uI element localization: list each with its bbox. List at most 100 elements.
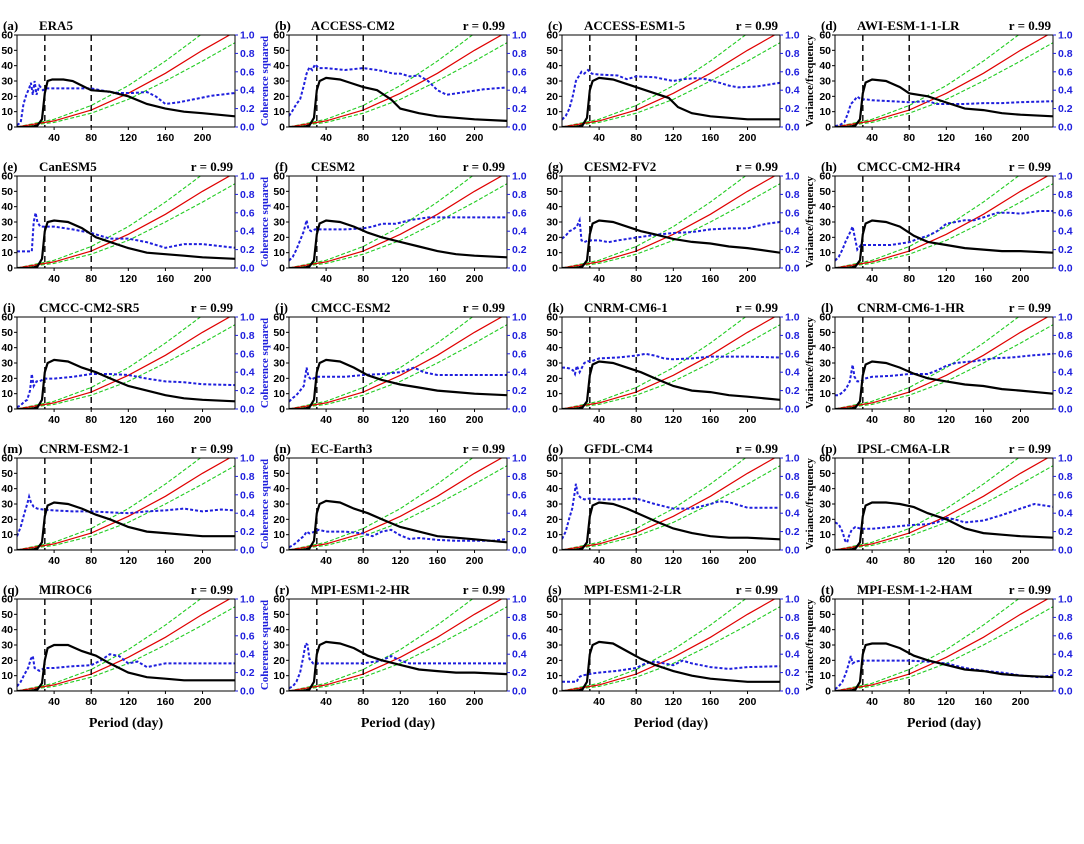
red-noise-line	[835, 599, 1049, 691]
panel-i: 0 10 20 30 40 50 60 0.0 0.2 0.4 0.6 0.8 1.0 40 80 120 16…	[1, 300, 271, 426]
red-noise-line	[562, 458, 776, 550]
y-left-tick-label: 40	[819, 483, 831, 495]
y-right-tick-label: 0.6	[512, 348, 527, 360]
upper-bound-line	[17, 176, 202, 268]
red-noise-line	[17, 317, 231, 409]
x-tick-label: 40	[48, 273, 60, 285]
upper-bound-line	[17, 599, 202, 691]
y-left-tick-label: 20	[819, 655, 831, 667]
red-noise-line	[17, 458, 231, 550]
y-left-tick-label: 50	[546, 327, 558, 339]
y-right-tick-label: 0.6	[512, 66, 527, 78]
y-left-tick-label: 40	[1, 624, 13, 636]
panel-model-name: CMCC-ESM2	[311, 300, 390, 315]
lower-bound-line	[17, 606, 235, 691]
y-left-tick-label: 40	[1, 342, 13, 354]
panel-correlation: r = 0.99	[463, 441, 506, 456]
panel-d: 0 10 20 30 40 50 60 0.0 0.2 0.4 0.6 0.8 1.0 40 80 120 16…	[804, 18, 1073, 144]
y-right-tick-label: 0.4	[512, 367, 527, 379]
x-tick-label: 120	[938, 132, 956, 144]
lower-bound-line	[289, 606, 507, 691]
variance-line	[17, 501, 235, 550]
panel-model-name: CanESM5	[39, 159, 97, 174]
x-tick-label: 200	[466, 555, 484, 567]
lower-bound-line	[17, 465, 235, 550]
y-left-tick-label: 60	[1, 453, 13, 465]
y-right-tick-label: 0.4	[1058, 367, 1073, 379]
panel-m: 0 10 20 30 40 50 60 0.0 0.2 0.4 0.6 0.8 1.0 40 80 120 16…	[1, 441, 271, 567]
red-noise-line	[289, 599, 503, 691]
y-left-tick-label: 0	[552, 122, 558, 134]
panel-label: (h)	[821, 159, 837, 174]
y-right-tick-label: 0.8	[785, 48, 800, 60]
y-right-tick-label: 0.2	[1058, 667, 1073, 679]
x-tick-label: 200	[194, 696, 212, 708]
lower-bound-line	[562, 465, 780, 550]
y-left-tick-label: 30	[819, 499, 831, 511]
x-tick-label: 40	[593, 273, 605, 285]
y-left-axis-label: Variance/frequency	[804, 599, 816, 691]
red-noise-line	[289, 458, 503, 550]
y-left-tick-label: 10	[546, 247, 558, 259]
y-right-tick-label: 0.0	[785, 122, 800, 134]
y-left-tick-label: 60	[273, 453, 285, 465]
y-left-axis-label: Variance/frequency	[804, 458, 816, 550]
panel-label: (a)	[3, 18, 18, 33]
variance-line	[289, 358, 507, 409]
y-left-tick-label: 0	[7, 545, 13, 557]
panel-correlation: r = 0.99	[1009, 582, 1052, 597]
coherence-line	[289, 366, 507, 403]
y-right-tick-label: 0.0	[240, 686, 255, 698]
x-tick-label: 200	[194, 273, 212, 285]
y-right-tick-label: 1.0	[240, 30, 255, 42]
y-right-tick-label: 0.8	[240, 330, 255, 342]
upper-bound-line	[835, 317, 1020, 409]
y-right-tick-label: 0.8	[512, 612, 527, 624]
y-right-tick-label: 0.0	[785, 545, 800, 557]
y-right-tick-label: 1.0	[785, 453, 800, 465]
y-left-tick-label: 40	[1, 483, 13, 495]
y-left-tick-label: 0	[825, 263, 831, 275]
x-tick-label: 40	[593, 132, 605, 144]
plot-area	[835, 317, 1053, 409]
y-right-tick-label: 1.0	[1058, 30, 1073, 42]
y-right-tick-label: 0.6	[240, 348, 255, 360]
x-tick-label: 200	[739, 696, 757, 708]
y-right-axis-label: Coherence squared	[259, 36, 271, 126]
y-left-tick-label: 30	[1, 499, 13, 511]
panel-correlation: r = 0.99	[463, 18, 506, 33]
y-right-tick-label: 0.2	[1058, 526, 1073, 538]
y-right-tick-label: 1.0	[240, 312, 255, 324]
y-right-tick-label: 0.6	[1058, 66, 1073, 78]
x-tick-label: 120	[120, 555, 138, 567]
x-tick-label: 80	[630, 696, 642, 708]
red-noise-line	[835, 458, 1049, 550]
lower-bound-line	[289, 465, 507, 550]
y-right-tick-label: 0.4	[785, 649, 800, 661]
y-left-tick-label: 10	[273, 529, 285, 541]
y-left-tick-label: 0	[7, 122, 13, 134]
panel-correlation: r = 0.99	[191, 582, 234, 597]
x-tick-label: 200	[466, 414, 484, 426]
y-left-tick-label: 10	[819, 247, 831, 259]
plot-area	[289, 176, 507, 268]
y-right-tick-label: 0.6	[240, 66, 255, 78]
y-left-tick-label: 30	[819, 76, 831, 88]
panel-label: (s)	[548, 582, 562, 597]
y-left-tick-label: 60	[546, 171, 558, 183]
x-tick-label: 40	[320, 273, 332, 285]
panel-n: 0 10 20 30 40 50 60 0.0 0.2 0.4 0.6 0.8 1.0 40 80 120 16…	[273, 441, 526, 567]
y-left-tick-label: 10	[1, 670, 13, 682]
y-right-tick-label: 0.0	[1058, 545, 1073, 557]
x-tick-label: 120	[938, 414, 956, 426]
y-left-tick-label: 30	[273, 640, 285, 652]
y-right-tick-label: 0.4	[785, 226, 800, 238]
plot-area	[835, 458, 1053, 550]
y-left-axis-label: Variance/frequency	[804, 317, 816, 409]
x-tick-label: 200	[194, 555, 212, 567]
y-right-tick-label: 1.0	[512, 312, 527, 324]
y-right-tick-label: 0.4	[512, 649, 527, 661]
y-left-tick-label: 20	[1, 514, 13, 526]
panel-correlation: r = 0.99	[736, 582, 779, 597]
x-tick-label: 80	[630, 555, 642, 567]
